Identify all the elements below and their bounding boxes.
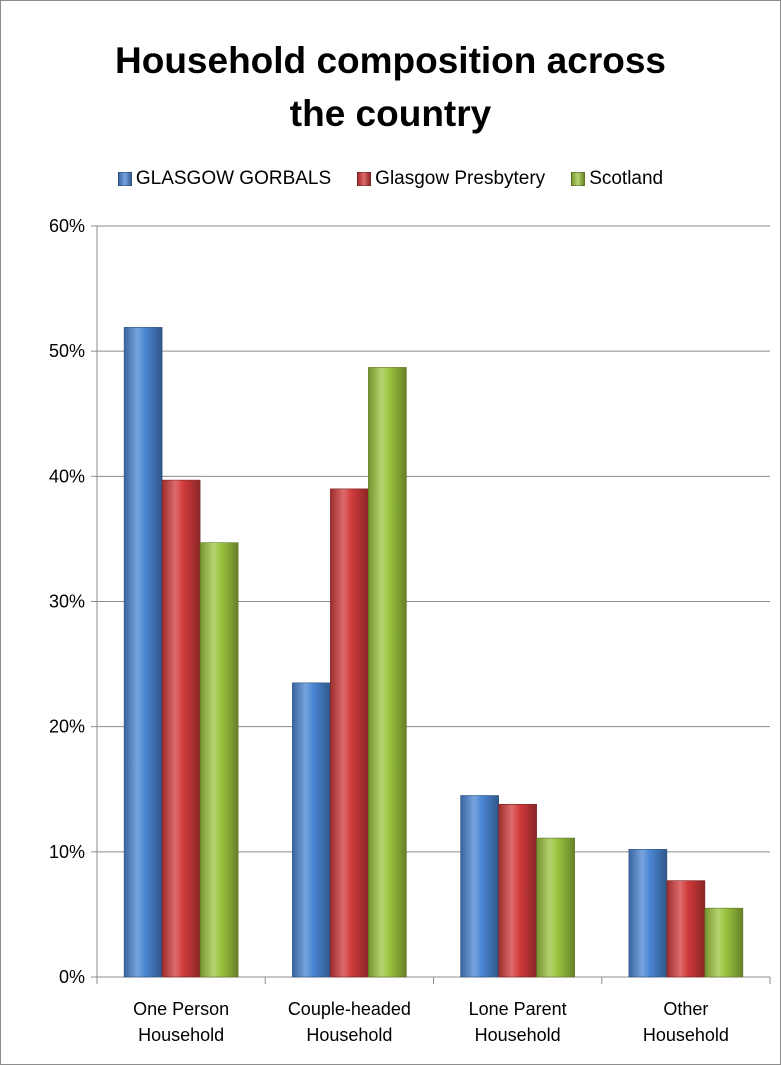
- legend-swatch-glasgow-presbytery: [357, 172, 372, 186]
- x-category-label: Household: [138, 1025, 224, 1045]
- chart-legend: GLASGOW GORBALS Glasgow Presbytery Scotl…: [0, 166, 781, 192]
- x-category-label: Household: [643, 1025, 729, 1045]
- x-category-label: One Person: [133, 999, 229, 1019]
- legend-label-scotland: Scotland: [589, 168, 664, 189]
- y-tick-label: 50%: [49, 341, 85, 361]
- y-tick-label: 20%: [49, 717, 85, 737]
- legend-item-glasgow-gorbals: GLASGOW GORBALS: [117, 168, 332, 190]
- chart-title-line-1: Household composition across: [115, 40, 666, 81]
- x-category-label: Other: [663, 999, 708, 1019]
- bar-glasgow-presbytery-other-household: [666, 880, 706, 978]
- y-tick-label: 30%: [49, 592, 85, 612]
- legend-label-glasgow-gorbals: GLASGOW GORBALS: [135, 168, 332, 189]
- bar-glasgow-gorbals-couple-headed-household: [292, 682, 331, 978]
- y-tick-label: 40%: [49, 466, 85, 486]
- bar-scotland-other-household: [704, 907, 744, 978]
- x-category-label: Couple-headed: [288, 999, 411, 1019]
- legend-label-glasgow-presbytery: Glasgow Presbytery: [375, 168, 546, 189]
- y-tick-label: 10%: [49, 842, 85, 862]
- y-tick-label: 0%: [59, 967, 85, 987]
- bar-scotland-lone-parent-household: [536, 837, 575, 978]
- x-category-label: Lone Parent: [469, 999, 567, 1019]
- legend-item-glasgow-presbytery: Glasgow Presbytery: [357, 168, 545, 190]
- chart-title-line-2: the country: [289, 93, 492, 134]
- bar-glasgow-gorbals-other-household: [628, 849, 668, 978]
- x-category-label: Household: [475, 1025, 561, 1045]
- bar-glasgow-presbytery-lone-parent-household: [498, 803, 537, 978]
- legend-item-scotland: Scotland: [571, 168, 663, 190]
- bar-glasgow-gorbals-lone-parent-household: [460, 795, 499, 978]
- bar-scotland-one-person-household: [199, 542, 239, 978]
- x-category-label: Household: [306, 1025, 392, 1045]
- chart-title: Household composition across the country: [0, 34, 781, 140]
- bar-glasgow-gorbals-one-person-household: [123, 327, 163, 978]
- legend-swatch-glasgow-gorbals: [117, 172, 132, 186]
- bar-glasgow-presbytery-one-person-household: [161, 479, 201, 978]
- bar-scotland-couple-headed-household: [368, 367, 407, 978]
- y-tick-label: 60%: [49, 216, 85, 236]
- legend-swatch-scotland: [571, 172, 586, 186]
- bar-glasgow-presbytery-couple-headed-household: [330, 488, 369, 978]
